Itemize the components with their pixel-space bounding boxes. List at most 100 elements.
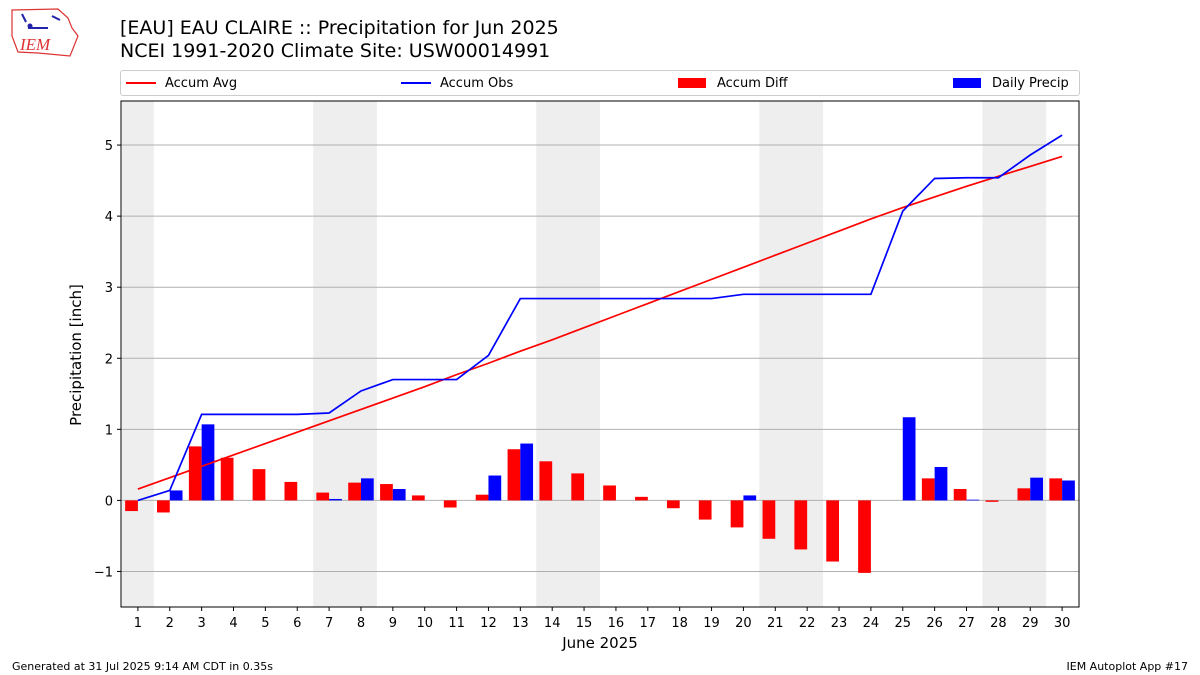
legend-label-accum-obs: Accum Obs [440, 75, 514, 91]
x-tick-label-30: 30 [1054, 616, 1071, 631]
daily-precip-bar-3 [201, 424, 215, 501]
daily-precip-bar-9 [392, 489, 406, 501]
accum-diff-bar-20 [730, 500, 744, 528]
x-tick-label-27: 27 [958, 616, 975, 631]
x-tick-label-22: 22 [799, 616, 816, 631]
accum-diff-bar-12 [475, 494, 489, 501]
accum-diff-bar-8 [348, 482, 361, 501]
accum-diff-bar-23 [826, 500, 840, 562]
x-tick-label-4: 4 [229, 616, 237, 631]
daily-precip-bar-29 [1030, 477, 1043, 501]
x-tick-label-21: 21 [767, 616, 784, 631]
legend-swatch-accum-avg [126, 82, 156, 84]
accum-diff-bar-28 [985, 500, 999, 502]
iem-logo: IEM [11, 8, 79, 57]
x-tick-label-6: 6 [293, 616, 301, 631]
daily-precip-bar-2 [169, 490, 183, 501]
x-tick-label-20: 20 [735, 616, 752, 631]
legend-item-accum-avg: Accum Avg [126, 74, 237, 92]
x-tick-label-23: 23 [831, 616, 848, 631]
y-tick-label-3: 3 [105, 281, 113, 296]
accum-diff-bar-3 [188, 446, 202, 501]
weekend-shade-4 [982, 101, 1047, 607]
legend-item-accum-obs: Accum Obs [401, 74, 513, 92]
x-tick-label-26: 26 [926, 616, 943, 631]
accum-diff-bar-5 [252, 469, 266, 501]
x-tick-label-11: 11 [448, 616, 465, 631]
x-tick-label-29: 29 [1022, 616, 1039, 631]
daily-precip-bar-20 [743, 495, 757, 501]
x-tick-label-28: 28 [990, 616, 1007, 631]
logo-text: IEM [19, 35, 51, 54]
x-tick-label-15: 15 [576, 616, 593, 631]
accum-diff-bar-21 [762, 500, 776, 539]
legend-item-daily-precip: Daily Precip [953, 74, 1069, 92]
generated-note: Generated at 31 Jul 2025 9:14 AM CDT in … [12, 660, 273, 673]
accum-diff-bar-2 [157, 500, 170, 513]
daily-precip-bar-13 [520, 443, 534, 501]
y-axis-label: Precipitation [inch] [67, 284, 85, 426]
x-tick-label-2: 2 [166, 616, 174, 631]
accum-diff-bar-18 [666, 500, 680, 509]
accum-diff-bar-16 [603, 485, 616, 501]
x-tick-label-12: 12 [480, 616, 497, 631]
accum-diff-bar-30 [1049, 478, 1063, 501]
accum-diff-bar-22 [794, 500, 808, 550]
weekend-shade-2 [536, 101, 600, 607]
daily-precip-bar-30 [1062, 480, 1075, 501]
x-tick-label-8: 8 [357, 616, 365, 631]
accum-diff-bar-14 [539, 461, 553, 501]
legend-swatch-accum-obs [401, 82, 431, 84]
x-tick-label-5: 5 [261, 616, 269, 631]
x-tick-label-17: 17 [640, 616, 657, 631]
legend-label-daily-precip: Daily Precip [992, 75, 1069, 91]
chart-subtitle: NCEI 1991-2020 Climate Site: USW00014991 [120, 40, 551, 62]
accum-diff-bar-9 [380, 484, 393, 501]
accum-diff-bar-17 [635, 496, 648, 501]
daily-precip-bar-26 [934, 466, 948, 501]
accum-diff-bar-24 [858, 500, 871, 573]
y-tick-label-2: 2 [105, 352, 113, 367]
accum-diff-bar-1 [125, 500, 138, 512]
x-tick-label-10: 10 [416, 616, 433, 631]
x-tick-label-13: 13 [512, 616, 529, 631]
x-tick-label-18: 18 [671, 616, 688, 631]
x-tick-label-16: 16 [608, 616, 625, 631]
legend-swatch-accum-diff [678, 78, 706, 88]
accum-diff-bar-7 [316, 492, 330, 501]
x-tick-label-14: 14 [544, 616, 561, 631]
daily-precip-bar-12 [488, 475, 502, 501]
daily-precip-bar-25 [902, 417, 916, 501]
legend-label-accum-diff: Accum Diff [717, 75, 788, 91]
y-tick-label-1: 1 [105, 423, 113, 438]
accum-diff-bar-19 [698, 500, 712, 520]
accum-diff-bar-10 [411, 495, 425, 501]
daily-precip-bar-27 [966, 499, 980, 501]
legend: Accum Avg Accum Obs Accum Diff Daily Pre… [120, 70, 1080, 96]
accum-obs-line [137, 134, 1063, 502]
legend-swatch-daily-precip [953, 78, 981, 88]
x-tick-label-24: 24 [863, 616, 880, 631]
x-tick-label-9: 9 [389, 616, 397, 631]
daily-precip-bar-8 [360, 478, 374, 501]
plot-frame [120, 100, 1080, 608]
y-tick-label-0: 0 [105, 494, 113, 509]
y-tick-label-4: 4 [105, 210, 113, 225]
legend-item-accum-diff: Accum Diff [678, 74, 788, 92]
accum-diff-bar-11 [443, 500, 457, 508]
x-tick-label-1: 1 [134, 616, 142, 631]
accum-diff-bar-29 [1017, 488, 1031, 501]
accum-diff-bar-26 [921, 478, 935, 501]
accum-diff-bar-4 [220, 457, 234, 501]
accum-diff-bar-13 [507, 449, 521, 501]
y-tick-label--1: −1 [94, 565, 113, 580]
x-axis-label: June 2025 [562, 634, 638, 652]
weekend-shade-0 [121, 101, 154, 607]
x-tick-label-7: 7 [325, 616, 333, 631]
app-note: IEM Autoplot App #17 [1066, 660, 1189, 673]
chart-title: [EAU] EAU CLAIRE :: Precipitation for Ju… [120, 17, 559, 39]
daily-precip-bar-7 [329, 498, 342, 501]
legend-label-accum-avg: Accum Avg [165, 75, 238, 91]
x-tick-label-25: 25 [894, 616, 911, 631]
